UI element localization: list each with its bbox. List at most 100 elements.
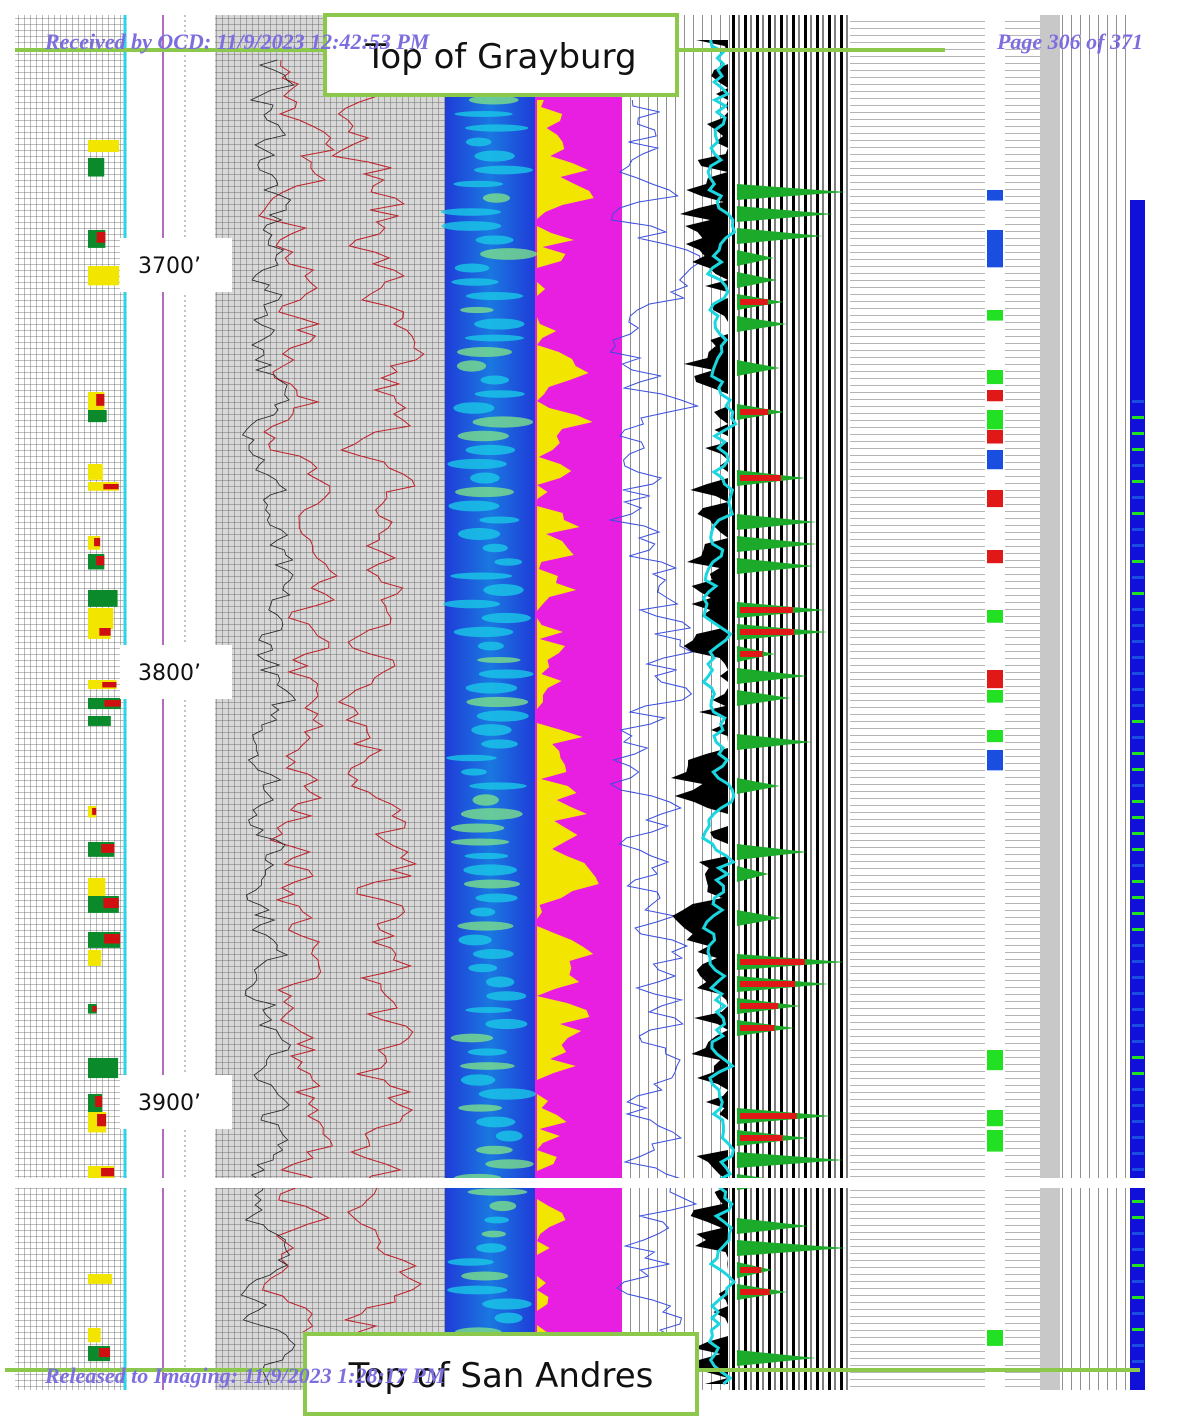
gr-fill <box>94 538 101 547</box>
page-number: Page 306 of 371 <box>996 29 1143 54</box>
section-gap <box>0 1178 1177 1188</box>
image-streak <box>440 208 502 216</box>
depth-labels: 3700’ 3800’ 3900’ <box>120 238 232 1129</box>
image-streak <box>464 852 509 860</box>
strip-mark <box>1132 816 1144 819</box>
depth-box <box>120 1075 232 1129</box>
depth-box <box>120 238 232 292</box>
red-fill <box>740 1267 762 1273</box>
image-streak <box>470 907 496 917</box>
color-segment <box>987 410 1003 430</box>
gr-fill <box>92 808 97 815</box>
image-streak <box>477 641 504 651</box>
image-streak <box>485 1159 534 1169</box>
gr-fill <box>103 898 119 909</box>
image-streak <box>468 95 519 105</box>
strip-mark <box>1132 416 1144 419</box>
strip-mark <box>1132 1328 1144 1331</box>
image-streak <box>476 1116 516 1128</box>
image-streak <box>460 808 523 820</box>
gr-fill <box>88 140 120 153</box>
gr-fill <box>88 1058 119 1079</box>
image-streak <box>460 1074 496 1086</box>
image-streak <box>466 696 529 708</box>
strip-mark <box>1132 928 1144 931</box>
strip-mark <box>1132 464 1144 467</box>
image-streak <box>450 823 505 833</box>
red-fill <box>740 1025 775 1031</box>
top-box <box>323 13 679 97</box>
image-streak <box>454 110 513 118</box>
strip-mark <box>1132 512 1144 515</box>
strip-mark <box>1132 1248 1144 1251</box>
image-streak <box>447 458 507 470</box>
gr-fill <box>92 1006 97 1012</box>
color-segment <box>987 490 1003 508</box>
red-fill <box>740 607 794 613</box>
green-fill <box>737 250 774 266</box>
strip-mark <box>1132 1120 1144 1123</box>
log-curves <box>88 39 1144 1386</box>
cyan-curve <box>700 39 738 1386</box>
strip-mark <box>1132 736 1144 739</box>
gr-fill <box>96 394 105 406</box>
color-segment <box>987 1050 1003 1071</box>
image-streak <box>447 1285 508 1295</box>
strip-mark <box>1132 1344 1144 1347</box>
grid-track <box>1005 15 1040 1390</box>
image-streak <box>481 1230 506 1238</box>
color-segment <box>987 1130 1003 1152</box>
image-streak <box>475 893 518 903</box>
green-fill <box>737 360 780 376</box>
gr-fill <box>88 698 121 710</box>
strip-mark <box>1132 656 1144 659</box>
image-streak <box>477 656 521 664</box>
gr-fill <box>101 844 115 853</box>
strip-mark <box>1132 1216 1144 1219</box>
strip-mark <box>1132 1200 1144 1203</box>
strip-mark <box>1132 688 1144 691</box>
green-fill <box>737 558 814 574</box>
strip-mark <box>1132 944 1144 947</box>
color-segment <box>987 250 1003 268</box>
image-streak <box>465 1006 512 1014</box>
image-streak <box>482 543 508 553</box>
gr-fill <box>96 556 105 566</box>
image-streak <box>464 334 524 342</box>
green-fill <box>737 1152 844 1168</box>
depth-box <box>120 645 232 699</box>
image-streak <box>465 444 516 456</box>
image-streak <box>467 1188 528 1196</box>
image-streak <box>476 710 529 722</box>
image-streak <box>472 794 499 806</box>
green-fill <box>737 778 780 794</box>
image-streak <box>451 278 499 286</box>
gr-fill <box>103 484 119 490</box>
color-segment <box>987 1330 1003 1346</box>
image-streak <box>476 1145 513 1155</box>
strip-mark <box>1132 1088 1144 1091</box>
strip-mark <box>1132 1136 1144 1139</box>
red-fill <box>740 409 769 415</box>
green-fill <box>737 228 823 244</box>
image-streak <box>478 1088 536 1100</box>
strip-mark <box>1132 896 1144 899</box>
yellow-fill <box>537 100 599 1381</box>
image-streak <box>460 1062 515 1070</box>
image-streak <box>453 402 495 414</box>
image-streak <box>475 235 514 245</box>
image-streak <box>457 347 512 357</box>
green-fill <box>737 690 791 706</box>
gr-fill <box>88 1274 113 1284</box>
top-label: Top of Grayburg <box>364 37 636 77</box>
res-curve <box>330 59 425 1381</box>
color-segment <box>987 450 1003 470</box>
strip-mark <box>1132 976 1144 979</box>
grey-bar <box>1040 15 1060 1390</box>
strip-mark <box>1132 1264 1144 1267</box>
image-streak <box>457 528 501 540</box>
gr-fill <box>101 1168 115 1177</box>
gr-fill <box>88 950 102 966</box>
red-fill <box>740 981 796 987</box>
image-streak <box>465 124 529 132</box>
